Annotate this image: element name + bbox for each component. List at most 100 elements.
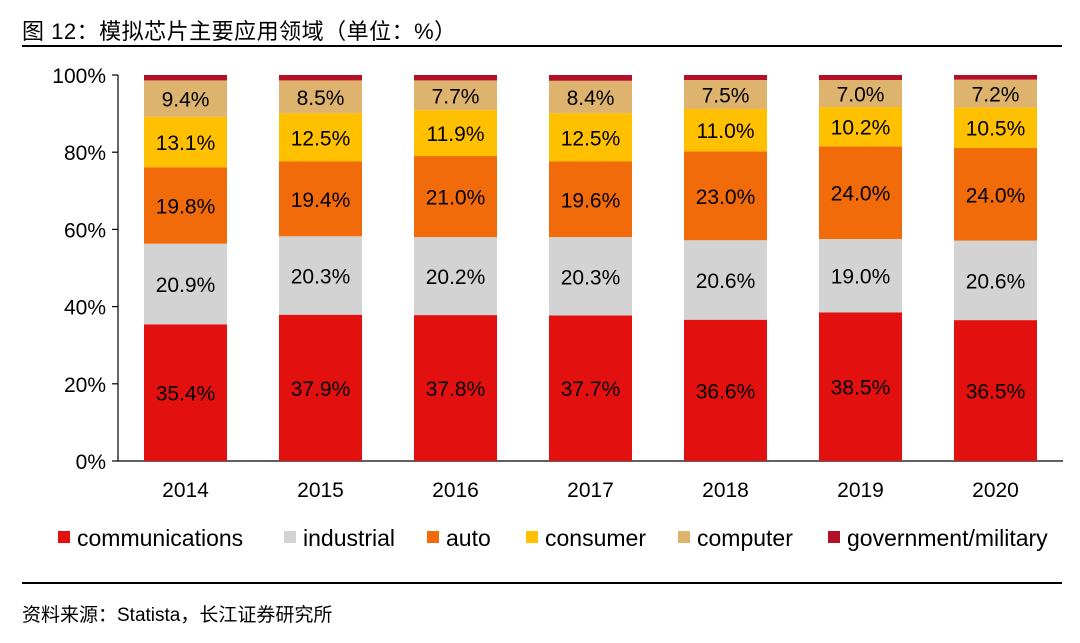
bar-computer-2017 bbox=[549, 80, 632, 114]
x-tick-label: 2020 bbox=[972, 479, 1019, 502]
bar-auto-2020 bbox=[954, 147, 1037, 241]
bar-consumer-2018 bbox=[684, 108, 767, 152]
bar-government-military-2019 bbox=[819, 75, 902, 81]
data-label: 8.4% bbox=[567, 87, 615, 110]
data-label: 11.9% bbox=[427, 123, 485, 146]
data-label: 13.1% bbox=[156, 132, 216, 155]
data-label: 7.5% bbox=[702, 84, 750, 107]
x-tick-label: 2018 bbox=[702, 479, 749, 502]
bar-communications-2017 bbox=[549, 315, 632, 461]
bar-communications-2014 bbox=[144, 324, 227, 461]
legend-swatch-industrial bbox=[284, 531, 296, 543]
data-label: 12.5% bbox=[291, 127, 351, 150]
y-tick-label: 20% bbox=[64, 374, 106, 397]
y-tick-label: 0% bbox=[76, 451, 106, 474]
bar-consumer-2017 bbox=[549, 113, 632, 162]
bar-consumer-2020 bbox=[954, 107, 1037, 148]
bar-auto-2016 bbox=[414, 156, 497, 238]
data-label: 7.0% bbox=[837, 84, 885, 107]
bar-government-military-2015 bbox=[279, 75, 362, 81]
data-label: 20.6% bbox=[696, 270, 756, 293]
legend-label-computer: computer bbox=[697, 525, 793, 551]
data-label: 37.8% bbox=[426, 378, 486, 401]
bar-industrial-2015 bbox=[279, 236, 362, 315]
legend-label-auto: auto bbox=[446, 525, 491, 551]
legend-swatch-auto bbox=[427, 531, 439, 543]
bar-computer-2016 bbox=[414, 80, 497, 111]
data-label: 10.2% bbox=[831, 117, 891, 140]
data-label: 21.0% bbox=[426, 187, 486, 210]
data-label: 20.3% bbox=[561, 266, 621, 289]
bar-auto-2019 bbox=[819, 146, 902, 240]
bar-consumer-2014 bbox=[144, 116, 227, 168]
x-tick-label: 2017 bbox=[567, 479, 614, 502]
data-label: 9.4% bbox=[162, 89, 210, 112]
bar-industrial-2014 bbox=[144, 243, 227, 325]
data-label: 38.5% bbox=[831, 377, 891, 400]
data-label: 20.6% bbox=[966, 270, 1026, 293]
bar-auto-2014 bbox=[144, 167, 227, 244]
y-tick-label: 100% bbox=[52, 65, 106, 88]
legend-swatch-communications bbox=[58, 531, 70, 543]
data-label: 19.8% bbox=[156, 195, 216, 218]
bar-consumer-2015 bbox=[279, 113, 362, 162]
bar-auto-2015 bbox=[279, 161, 362, 237]
bar-auto-2018 bbox=[684, 151, 767, 241]
data-label: 20.2% bbox=[426, 266, 486, 289]
data-label: 11.0% bbox=[697, 120, 755, 143]
bar-computer-2014 bbox=[144, 80, 227, 117]
data-label: 36.5% bbox=[966, 381, 1026, 404]
bar-communications-2020 bbox=[954, 320, 1037, 461]
data-label: 20.9% bbox=[156, 274, 216, 297]
bar-government-military-2018 bbox=[684, 75, 767, 81]
data-label: 24.0% bbox=[966, 184, 1026, 207]
bar-communications-2016 bbox=[414, 315, 497, 461]
bar-auto-2017 bbox=[549, 161, 632, 238]
legend-swatch-computer bbox=[678, 531, 690, 543]
bar-industrial-2020 bbox=[954, 240, 1037, 321]
bar-consumer-2019 bbox=[819, 107, 902, 147]
data-label: 23.0% bbox=[696, 186, 756, 209]
legend-label-industrial: industrial bbox=[303, 525, 395, 551]
bar-computer-2018 bbox=[684, 80, 767, 109]
bar-government-military-2014 bbox=[144, 75, 227, 81]
data-label: 19.0% bbox=[831, 266, 891, 289]
legend-label-consumer: consumer bbox=[545, 525, 646, 551]
data-label: 10.5% bbox=[966, 118, 1026, 141]
data-label: 7.2% bbox=[972, 84, 1020, 107]
bar-computer-2020 bbox=[954, 79, 1037, 108]
y-tick-label: 60% bbox=[64, 219, 106, 242]
legend-label-government-military: government/military bbox=[847, 525, 1048, 551]
bar-communications-2019 bbox=[819, 312, 902, 461]
bar-consumer-2016 bbox=[414, 110, 497, 157]
data-label: 35.4% bbox=[156, 383, 216, 406]
x-tick-label: 2019 bbox=[837, 479, 884, 502]
bar-government-military-2020 bbox=[954, 75, 1037, 80]
bar-communications-2015 bbox=[279, 314, 362, 461]
y-tick-label: 80% bbox=[64, 142, 106, 165]
y-tick-label: 40% bbox=[64, 297, 106, 320]
data-label: 37.7% bbox=[561, 378, 621, 401]
bar-computer-2015 bbox=[279, 80, 362, 114]
data-label: 19.4% bbox=[291, 189, 351, 212]
bar-government-military-2016 bbox=[414, 75, 497, 81]
bar-computer-2019 bbox=[819, 80, 902, 108]
bar-industrial-2017 bbox=[549, 237, 632, 316]
x-tick-label: 2014 bbox=[162, 479, 209, 502]
source-note: 资料来源：Statista，长江证券研究所 bbox=[22, 605, 333, 626]
footer-rule bbox=[22, 582, 1062, 584]
data-label: 7.7% bbox=[432, 85, 480, 108]
bar-industrial-2018 bbox=[684, 240, 767, 320]
x-tick-label: 2015 bbox=[297, 479, 344, 502]
data-label: 37.9% bbox=[291, 378, 351, 401]
data-label: 19.6% bbox=[561, 189, 621, 212]
data-label: 12.5% bbox=[561, 127, 621, 150]
bar-communications-2018 bbox=[684, 319, 767, 461]
x-tick-label: 2016 bbox=[432, 479, 479, 502]
legend-swatch-consumer bbox=[526, 531, 538, 543]
title-rule bbox=[22, 45, 1062, 47]
bar-industrial-2016 bbox=[414, 237, 497, 316]
data-label: 20.3% bbox=[291, 266, 351, 289]
bar-government-military-2017 bbox=[549, 75, 632, 81]
